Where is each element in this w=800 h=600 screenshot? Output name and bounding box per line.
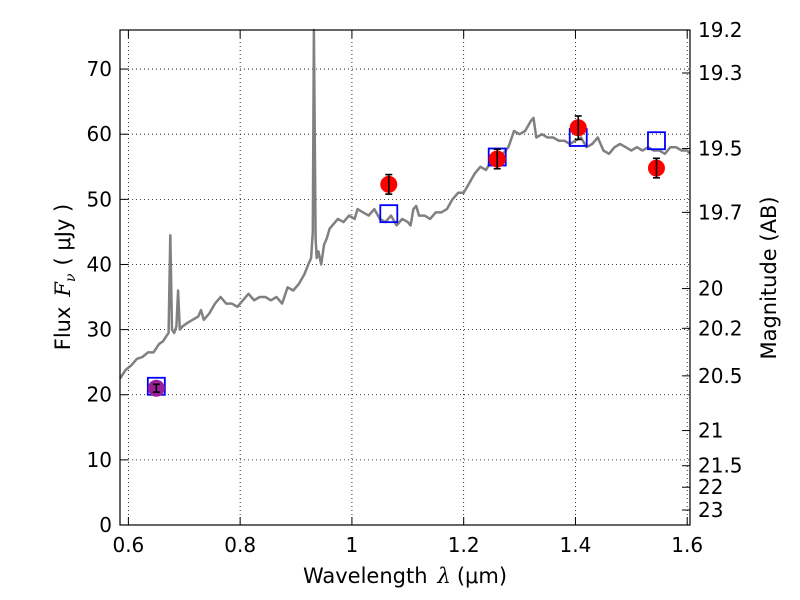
y2-tick-label: 19.5 bbox=[698, 137, 743, 161]
marker-layer bbox=[146, 115, 666, 397]
plot-frame bbox=[119, 29, 691, 526]
y2-tick-label: 19.7 bbox=[698, 200, 743, 224]
y-tick-label: 0 bbox=[99, 513, 112, 537]
y-tick-label: 60 bbox=[87, 122, 112, 146]
spectrum-line bbox=[118, 28, 691, 380]
grid bbox=[120, 30, 690, 525]
y2-tick-label: 19.2 bbox=[698, 18, 743, 42]
y2-tick-label: 20.5 bbox=[698, 364, 743, 388]
y-tick-label: 30 bbox=[87, 318, 112, 342]
y2-tick-label: 19.3 bbox=[698, 61, 743, 85]
x-axis-label: Wavelength λ (μm) bbox=[303, 564, 507, 588]
y-tick-label: 70 bbox=[87, 57, 112, 81]
y2-tick-label: 21 bbox=[698, 419, 723, 443]
y2-axis-label: Magnitude (AB) bbox=[757, 196, 781, 359]
y2-tick-label: 22 bbox=[698, 475, 723, 499]
spectrum-layer bbox=[118, 28, 691, 380]
y-axis-label: FluxFν( μJy ) bbox=[51, 204, 79, 350]
x-tick-label: 0.8 bbox=[224, 533, 256, 557]
model-square-marker bbox=[379, 204, 399, 224]
y-tick-label: 50 bbox=[87, 187, 112, 211]
y2-tick-label: 21.5 bbox=[698, 454, 743, 478]
y2-tick-label: 23 bbox=[698, 498, 723, 522]
x-tick-label: 1.4 bbox=[560, 533, 592, 557]
model-square-marker bbox=[647, 131, 666, 151]
x-tick-label: 0.6 bbox=[112, 533, 144, 557]
y2-tick-label: 20.2 bbox=[698, 316, 743, 340]
x-tick-label: 1.2 bbox=[448, 533, 480, 557]
ticks: 0.6 0.8 1 1.2 1.4 1.6 0 10 20 30 40 50 60 70 19.2 19.3 1… bbox=[87, 18, 743, 557]
y-tick-label: 20 bbox=[87, 383, 112, 407]
y-tick-label: 40 bbox=[87, 252, 112, 276]
x-tick-label: 1.6 bbox=[671, 533, 703, 557]
y-tick-label: 10 bbox=[87, 448, 112, 472]
x-tick-label: 1 bbox=[346, 533, 359, 557]
y2-tick-label: 20 bbox=[698, 277, 723, 301]
